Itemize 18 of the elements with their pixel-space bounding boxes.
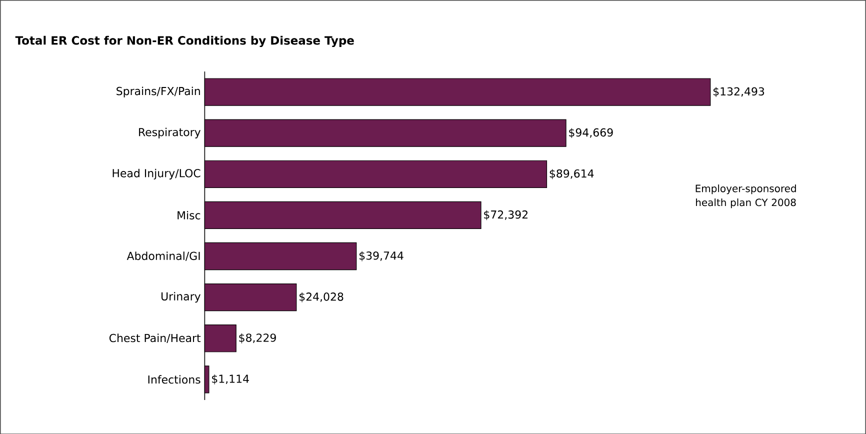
data-label: $8,229: [239, 333, 276, 344]
data-label: $39,744: [359, 251, 404, 262]
y-tick-label: Respiratory: [139, 128, 201, 138]
data-label: $72,392: [484, 210, 528, 220]
data-label: $89,614: [550, 168, 594, 179]
y-tick-label: Infections: [148, 374, 200, 384]
data-label: $94,669: [569, 128, 613, 138]
chart-title: Total ER Cost for Non-ER Conditions by Disease Type: [15, 36, 354, 47]
data-label: $132,493: [714, 86, 764, 97]
y-tick-label: Sprains/FX/Pain: [116, 86, 200, 98]
data-label: $1,114: [212, 374, 249, 384]
y-tick-label: Chest Pain/Heart: [109, 333, 201, 343]
annotation: Employer-sponsored health plan CY 2008: [696, 184, 796, 208]
data-label: $24,028: [300, 292, 344, 302]
y-tick-label: Misc: [178, 210, 200, 220]
y-tick-label: Urinary: [162, 292, 201, 302]
y-tick-label: Abdominal/GI: [126, 251, 200, 261]
y-tick-label: Head Injury/LOC: [112, 168, 200, 180]
